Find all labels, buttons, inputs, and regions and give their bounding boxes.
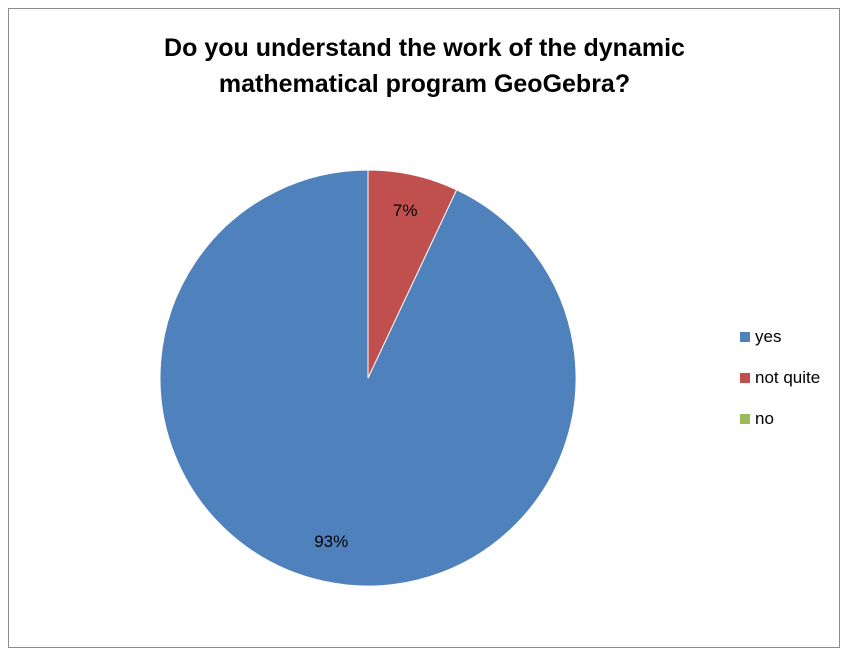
- legend-label-not-quite: not quite: [755, 367, 821, 387]
- data-label-not-quite: 7%: [393, 201, 418, 220]
- legend-item-yes: yes: [740, 326, 820, 347]
- data-label-yes: 93%: [314, 532, 348, 551]
- pie-slice-not-quite: [367, 169, 458, 379]
- legend-label-no: no: [755, 408, 774, 428]
- chart-title-line-1: Do you understand the work of the dynami…: [164, 34, 685, 62]
- legend-item-no: no: [740, 408, 820, 429]
- legend-item-not-quite: not quite: [740, 367, 820, 388]
- legend-swatch-yes: [740, 331, 750, 342]
- chart-title: Do you understand the work of the dynami…: [0, 30, 849, 102]
- legend-swatch-no: [740, 413, 750, 424]
- pie-data-labels: 93% 7%: [314, 201, 417, 551]
- chart-title-line-2: mathematical program GeoGebra?: [218, 70, 631, 98]
- chart-legend: yes not quite no: [740, 326, 820, 449]
- legend-label-yes: yes: [755, 326, 782, 346]
- legend-swatch-not-quite: [740, 372, 750, 383]
- pie-slices: [159, 169, 577, 587]
